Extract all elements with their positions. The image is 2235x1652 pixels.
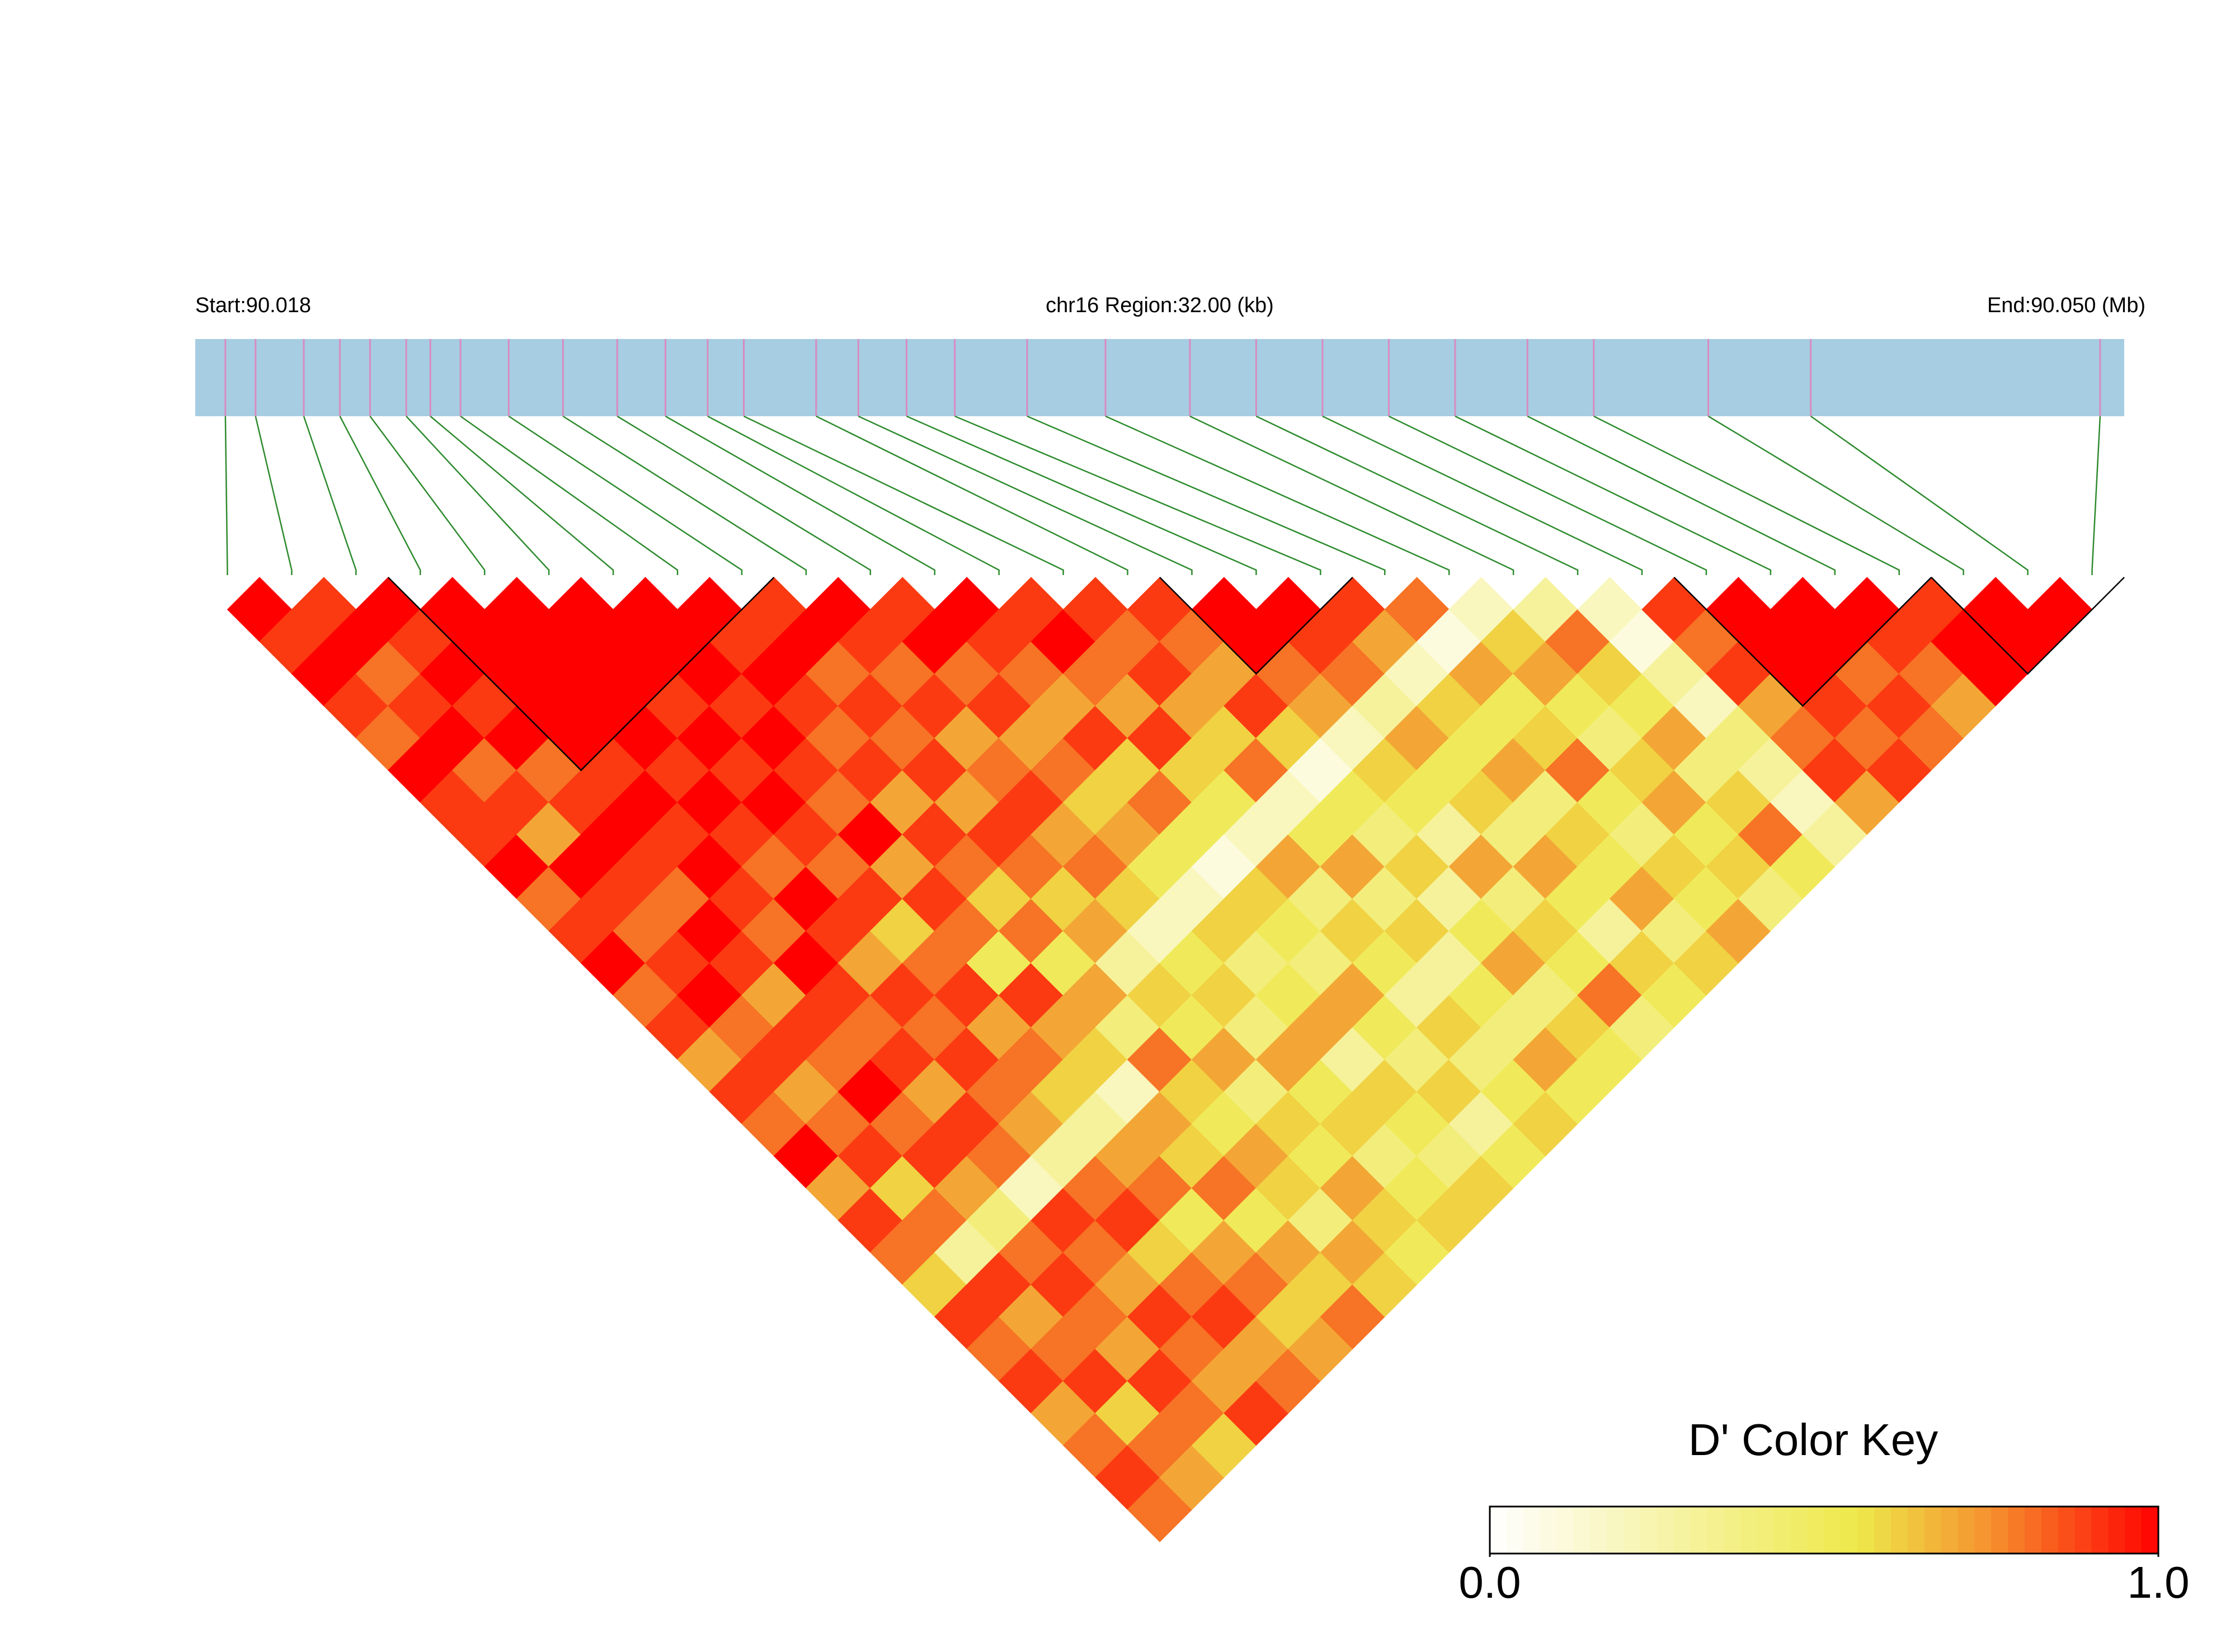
start-label: Start:90.018 — [195, 294, 311, 317]
color-key-swatch — [1490, 1507, 1507, 1554]
ld-block-outline — [1673, 577, 1932, 707]
snp-connector — [1810, 415, 2029, 575]
snp-connector — [1707, 415, 1964, 575]
color-key-swatch — [1841, 1507, 1858, 1554]
color-key-title: D' Color Key — [1688, 1415, 1938, 1465]
snp-connector — [508, 415, 743, 575]
color-key-swatch — [1590, 1507, 1607, 1554]
snp-connector — [665, 415, 935, 575]
color-key-swatch — [1907, 1507, 1925, 1554]
color-key-swatch — [2142, 1507, 2159, 1554]
color-key-swatch — [2108, 1507, 2125, 1554]
color-key-swatch — [1740, 1507, 1758, 1554]
snp-connector — [224, 416, 228, 575]
color-key-swatch — [1941, 1507, 1958, 1554]
snp-connector — [1105, 415, 1450, 575]
ld-block-outline — [387, 577, 775, 771]
color-key-swatch — [1624, 1507, 1641, 1554]
snp-connector — [460, 415, 679, 575]
snp-connector — [816, 415, 1128, 575]
color-key-swatch — [1607, 1507, 1624, 1554]
color-key-swatch — [1657, 1507, 1674, 1554]
color-key-swatch — [2041, 1507, 2059, 1554]
color-key-swatch — [2125, 1507, 2142, 1554]
position-bar — [195, 339, 2124, 416]
color-key-swatch — [1891, 1507, 1908, 1554]
snp-connector — [707, 415, 1000, 575]
color-key-tick-label: 1.0 — [2127, 1557, 2189, 1607]
color-key-swatch — [1640, 1507, 1658, 1554]
snp-connector — [303, 416, 357, 575]
color-key-swatch — [1974, 1507, 1992, 1554]
snp-connector — [1189, 415, 1514, 575]
color-key-swatch — [1807, 1507, 1824, 1554]
color-key-frame — [1489, 1505, 2159, 1555]
color-key-swatch — [1991, 1507, 2008, 1554]
color-key-swatch — [1540, 1507, 1557, 1554]
snp-connector — [1455, 415, 1772, 575]
snp-connector — [743, 415, 1064, 575]
snp-connector — [369, 416, 486, 575]
ld-block-outline — [1931, 577, 2125, 675]
snp-connector — [617, 415, 872, 575]
color-key-swatch — [1724, 1507, 1741, 1554]
color-key-swatch — [2074, 1507, 2092, 1554]
color-key-swatch — [1958, 1507, 1975, 1554]
snp-connector — [906, 415, 1257, 575]
snp-connector — [562, 415, 807, 575]
color-key-swatch — [1690, 1507, 1707, 1554]
color-key-swatch — [1707, 1507, 1724, 1554]
ld-block-outline — [1159, 577, 1353, 675]
color-key-swatch — [1506, 1507, 1524, 1554]
snp-connector — [339, 416, 421, 575]
color-key-swatch — [1573, 1507, 1591, 1554]
color-key-swatch — [1790, 1507, 1808, 1554]
color-key-swatch — [1857, 1507, 1875, 1554]
snp-connector — [1527, 415, 1836, 575]
snp-connector — [954, 415, 1321, 575]
snp-connector — [430, 416, 614, 575]
color-key-swatch — [1824, 1507, 1841, 1554]
snp-connector — [858, 415, 1193, 575]
color-key-swatch — [1773, 1507, 1791, 1554]
color-key-swatch — [2025, 1507, 2042, 1554]
color-key-swatch — [1874, 1507, 1891, 1554]
color-key-tick-label: 0.0 — [1458, 1557, 1521, 1607]
snp-connector — [1322, 415, 1643, 575]
snp-connector — [1027, 415, 1386, 575]
snp-connector — [406, 416, 550, 575]
snp-connector — [2091, 416, 2101, 575]
color-key-swatch — [1757, 1507, 1775, 1554]
end-label: End:90.050 (Mb) — [1987, 294, 2145, 317]
color-key-swatch — [1673, 1507, 1691, 1554]
snp-connector — [1255, 415, 1579, 575]
color-key-swatch — [1924, 1507, 1942, 1554]
snp-connector — [1388, 415, 1707, 575]
snp-connector — [255, 416, 293, 575]
chart-title: chr16 Region:32.00 (kb) — [1046, 294, 1274, 317]
color-key-swatch — [1523, 1507, 1541, 1554]
color-key-swatch — [2091, 1507, 2109, 1554]
color-key-swatch — [2058, 1507, 2076, 1554]
color-key-swatch — [2008, 1507, 2025, 1554]
color-key-swatch — [1556, 1507, 1574, 1554]
snp-connector — [1593, 415, 1900, 575]
